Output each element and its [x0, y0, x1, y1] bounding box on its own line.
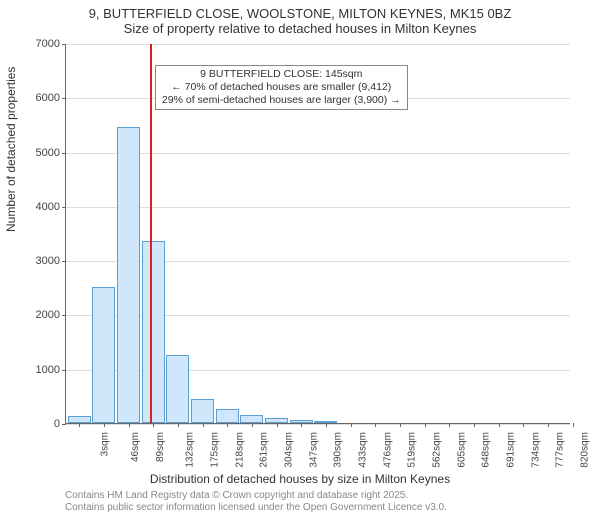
xtick-label: 476sqm	[382, 432, 393, 468]
xtick-label: 777sqm	[555, 432, 566, 468]
ytick-mark	[62, 98, 66, 99]
ytick-mark	[62, 370, 66, 371]
ytick-label: 6000	[10, 92, 60, 104]
ytick-label: 5000	[10, 147, 60, 159]
xtick-label: 605sqm	[456, 432, 467, 468]
ytick-label: 2000	[10, 309, 60, 321]
xtick-mark	[153, 423, 154, 427]
xtick-label: 691sqm	[506, 432, 517, 468]
xtick-mark	[227, 423, 228, 427]
gridline-h	[66, 44, 570, 45]
gridline-h	[66, 424, 570, 425]
xtick-label: 175sqm	[210, 432, 221, 468]
xtick-mark	[573, 423, 574, 427]
title-line1: 9, BUTTERFIELD CLOSE, WOOLSTONE, MILTON …	[0, 6, 600, 21]
ytick-label: 3000	[10, 255, 60, 267]
chart-container: 9, BUTTERFIELD CLOSE, WOOLSTONE, MILTON …	[0, 0, 600, 500]
bar	[92, 287, 115, 423]
xtick-mark	[178, 423, 179, 427]
xtick-label: 734sqm	[530, 432, 541, 468]
plot-area: 9 BUTTERFIELD CLOSE: 145sqm← 70% of deta…	[65, 44, 570, 424]
ytick-label: 7000	[10, 38, 60, 50]
bar	[117, 127, 140, 423]
gridline-h	[66, 153, 570, 154]
xtick-label: 89sqm	[155, 432, 166, 462]
xtick-mark	[104, 423, 105, 427]
xtick-label: 820sqm	[580, 432, 591, 468]
ytick-label: 4000	[10, 201, 60, 213]
ytick-mark	[62, 315, 66, 316]
bar	[166, 355, 189, 423]
bar	[142, 241, 165, 423]
xtick-label: 261sqm	[259, 432, 270, 468]
xtick-label: 519sqm	[407, 432, 418, 468]
xtick-mark	[499, 423, 500, 427]
annotation-line3: 29% of semi-detached houses are larger (…	[162, 94, 401, 107]
xtick-mark	[474, 423, 475, 427]
xtick-label: 562sqm	[432, 432, 443, 468]
xtick-mark	[277, 423, 278, 427]
xtick-label: 433sqm	[358, 432, 369, 468]
xtick-mark	[375, 423, 376, 427]
xtick-mark	[351, 423, 352, 427]
xtick-mark	[326, 423, 327, 427]
xtick-mark	[400, 423, 401, 427]
annotation-line2: ← 70% of detached houses are smaller (9,…	[162, 81, 401, 94]
ytick-mark	[62, 153, 66, 154]
ytick-label: 1000	[10, 364, 60, 376]
xtick-mark	[79, 423, 80, 427]
xtick-label: 132sqm	[185, 432, 196, 468]
bar	[191, 399, 214, 423]
title-line2: Size of property relative to detached ho…	[0, 21, 600, 36]
bar	[240, 415, 263, 423]
xtick-mark	[301, 423, 302, 427]
ytick-mark	[62, 207, 66, 208]
marker-line	[150, 44, 152, 423]
footer-line2: Contains public sector information licen…	[65, 502, 447, 513]
bar	[216, 409, 239, 423]
xtick-label: 347sqm	[308, 432, 319, 468]
xtick-label: 648sqm	[481, 432, 492, 468]
xtick-label: 3sqm	[100, 432, 111, 456]
xtick-mark	[203, 423, 204, 427]
gridline-h	[66, 207, 570, 208]
bar	[68, 416, 91, 423]
xtick-mark	[425, 423, 426, 427]
footer-line1: Contains HM Land Registry data © Crown c…	[65, 490, 408, 501]
annotation-line1: 9 BUTTERFIELD CLOSE: 145sqm	[162, 68, 401, 81]
xtick-mark	[523, 423, 524, 427]
xtick-label: 218sqm	[234, 432, 245, 468]
ytick-mark	[62, 424, 66, 425]
x-axis-label: Distribution of detached houses by size …	[0, 472, 600, 486]
xtick-mark	[548, 423, 549, 427]
ytick-mark	[62, 44, 66, 45]
xtick-mark	[129, 423, 130, 427]
xtick-label: 46sqm	[130, 432, 141, 462]
xtick-label: 304sqm	[284, 432, 295, 468]
title-block: 9, BUTTERFIELD CLOSE, WOOLSTONE, MILTON …	[0, 6, 600, 36]
ytick-label: 0	[10, 418, 60, 430]
ytick-mark	[62, 261, 66, 262]
xtick-mark	[449, 423, 450, 427]
annotation-box: 9 BUTTERFIELD CLOSE: 145sqm← 70% of deta…	[155, 65, 408, 110]
xtick-label: 390sqm	[333, 432, 344, 468]
xtick-mark	[252, 423, 253, 427]
